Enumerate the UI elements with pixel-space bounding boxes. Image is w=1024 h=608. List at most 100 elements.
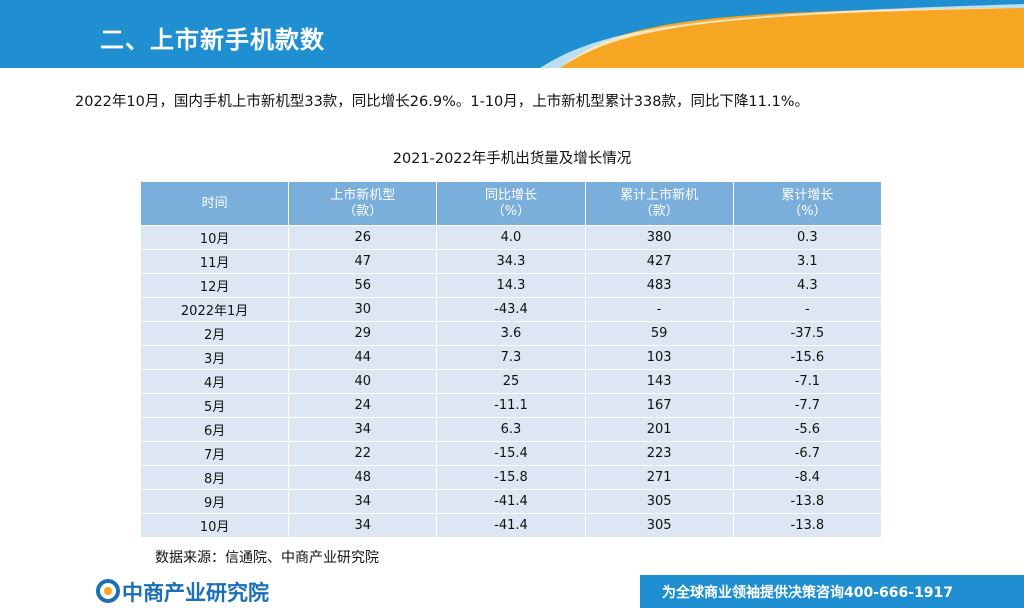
table-cell: 34 xyxy=(288,513,438,538)
header-line: （款） xyxy=(639,203,679,219)
data-table: 时间 上市新机型 （款） 同比增长 （%） 累计上市新机 （款） 累计增长 （%） 10月 26 4.… xyxy=(139,181,883,538)
table-row: 2022年1月 30 -43.4- - xyxy=(139,297,883,322)
table-cell: 0.3 xyxy=(732,225,883,250)
table-row: 8月 48 -15.8 271 -8.4 xyxy=(139,465,883,490)
table-cell: 12月 xyxy=(139,273,290,298)
header-line: （款） xyxy=(343,203,383,219)
table-cell: 10月 xyxy=(139,513,290,538)
table-row: 10月 26 4.0 380 0.3 xyxy=(139,225,883,250)
column-header: 累计上市新机 （款） xyxy=(584,181,734,226)
table-cell: 29 xyxy=(288,321,438,346)
table-cell: 44 xyxy=(288,345,438,370)
table-cell: 167 xyxy=(584,393,734,418)
table-cell: 2022年1月 xyxy=(139,297,290,322)
table-cell: 103 xyxy=(584,345,734,370)
table-cell: -6.7 xyxy=(732,441,883,466)
table-cell: 56 xyxy=(288,273,438,298)
column-header: 同比增长 （%） xyxy=(436,181,586,226)
table-cell: -41.4 xyxy=(436,513,586,538)
table-row: 5月 24 -11.1 167 -7.7 xyxy=(139,393,883,418)
table-cell: 4.3 xyxy=(732,273,883,298)
table-cell: 4月 xyxy=(139,369,290,394)
header-line: （%） xyxy=(491,203,531,219)
table-cell: 3月 xyxy=(139,345,290,370)
table-row: 6月 34 6.3 201 -5.6 xyxy=(139,417,883,442)
table-cell: 201 xyxy=(584,417,734,442)
table-cell: 143 xyxy=(584,369,734,394)
table-cell: -7.1 xyxy=(732,369,883,394)
table-cell: 59 xyxy=(584,321,734,346)
table-cell: -13.8 xyxy=(732,513,883,538)
table-cell: -15.8 xyxy=(436,465,586,490)
table-cell: 8月 xyxy=(139,465,290,490)
header-line: （%） xyxy=(788,203,827,219)
table-cell: -15.6 xyxy=(732,345,883,370)
table-cell: 427 xyxy=(584,249,734,274)
table-cell: 10月 xyxy=(139,225,290,250)
header-band xyxy=(0,0,1024,68)
table-cell: - xyxy=(732,297,883,322)
table-row: 12月 56 14.3 483 4.3 xyxy=(139,273,883,298)
footer-band xyxy=(96,575,1024,608)
table-cell: 40 xyxy=(288,369,438,394)
table-cell: 48 xyxy=(288,465,438,490)
header-line: 时间 xyxy=(201,195,228,211)
table-cell: 34.3 xyxy=(436,249,586,274)
table-row: 9月 34 -41.4 305 -13.8 xyxy=(139,489,883,514)
table-row: 7月 22 -15.4 223 -6.7 xyxy=(139,441,883,466)
footer-slogan: 为全球商业领袖提供决策咨询400-666-1917 xyxy=(662,585,954,601)
table-cell: 6月 xyxy=(139,417,290,442)
header-line: 累计上市新机 xyxy=(620,187,699,203)
table-cell: 6.3 xyxy=(436,417,586,442)
table-cell: -37.5 xyxy=(732,321,883,346)
table-cell: - xyxy=(584,297,734,322)
table-cell: 24 xyxy=(288,393,438,418)
table-cell: 380 xyxy=(584,225,734,250)
header-line: 同比增长 xyxy=(484,187,537,203)
table-cell: 483 xyxy=(584,273,734,298)
table-cell: 305 xyxy=(584,513,734,538)
header-line: 上市新机型 xyxy=(330,187,396,203)
table-cell: -8.4 xyxy=(732,465,883,490)
column-header: 上市新机型 （款） xyxy=(288,181,438,226)
table-cell: 2月 xyxy=(139,321,290,346)
column-header: 累计增长 （%） xyxy=(732,181,883,226)
table-cell: 9月 xyxy=(139,489,290,514)
table-cell: 271 xyxy=(584,465,734,490)
table-cell: -43.4 xyxy=(436,297,586,322)
table-cell: -11.1 xyxy=(436,393,586,418)
table-title: 2021-2022年手机出货量及增长情况 xyxy=(392,151,632,167)
slide-title: 二、上市新手机款数 xyxy=(100,26,325,54)
table-row: 4月 40 25 143 -7.1 xyxy=(139,369,883,394)
table-cell: 34 xyxy=(288,417,438,442)
table-row: 11月 47 34.3 427 3.1 xyxy=(139,249,883,274)
table-cell: -15.4 xyxy=(436,441,586,466)
table-cell: -5.6 xyxy=(732,417,883,442)
table-cell: 47 xyxy=(288,249,438,274)
header-line: 累计增长 xyxy=(781,187,834,203)
table-cell: 30 xyxy=(288,297,438,322)
table-cell: 7.3 xyxy=(436,345,586,370)
table-cell: 3.1 xyxy=(732,249,883,274)
table-cell: 14.3 xyxy=(436,273,586,298)
column-header: 时间 xyxy=(139,181,290,226)
table-cell: 4.0 xyxy=(436,225,586,250)
table-row: 2月 29 3.6 59 -37.5 xyxy=(139,321,883,346)
table-cell: 5月 xyxy=(139,393,290,418)
table-cell: 305 xyxy=(584,489,734,514)
table-cell: 3.6 xyxy=(436,321,586,346)
table-cell: 223 xyxy=(584,441,734,466)
table-cell: 34 xyxy=(288,489,438,514)
table-cell: -41.4 xyxy=(436,489,586,514)
table-cell: -7.7 xyxy=(732,393,883,418)
table-cell: 25 xyxy=(436,369,586,394)
source-note: 数据来源：信通院、中商产业研究院 xyxy=(155,550,379,566)
table-cell: -13.8 xyxy=(732,489,883,514)
summary-text: 2022年10月，国内手机上市新机型33款，同比增长26.9%。1-10月，上市… xyxy=(75,94,810,110)
table-cell: 22 xyxy=(288,441,438,466)
table-cell: 7月 xyxy=(139,441,290,466)
footer-logo: 中商产业研究院 xyxy=(122,581,269,605)
table-row: 10月 34 -41.4 305 -13.8 xyxy=(139,513,883,538)
table-row: 3月 44 7.3 103 -15.6 xyxy=(139,345,883,370)
